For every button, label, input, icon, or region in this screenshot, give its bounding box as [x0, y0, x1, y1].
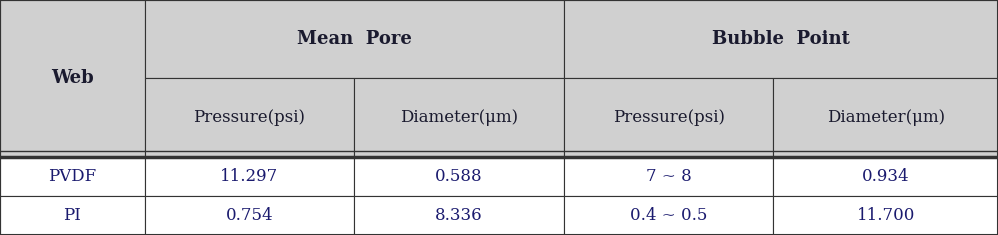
Bar — [0, 196, 145, 235]
Text: Bubble  Point: Bubble Point — [712, 30, 850, 48]
Bar — [564, 0, 998, 78]
Text: Mean  Pore: Mean Pore — [296, 30, 412, 48]
Bar — [773, 78, 998, 157]
Bar — [354, 196, 564, 235]
Text: Pressure(psi): Pressure(psi) — [613, 109, 725, 126]
Text: PVDF: PVDF — [48, 168, 97, 185]
Bar — [564, 78, 773, 157]
Bar — [145, 78, 354, 157]
Text: 0.4 ~ 0.5: 0.4 ~ 0.5 — [630, 207, 708, 224]
Text: Diameter(μm): Diameter(μm) — [826, 109, 945, 126]
Bar — [564, 157, 773, 196]
Bar — [564, 196, 773, 235]
Bar — [773, 157, 998, 196]
Text: 0.934: 0.934 — [862, 168, 909, 185]
Bar — [0, 0, 145, 157]
Bar — [0, 157, 145, 196]
Text: Web: Web — [51, 69, 94, 87]
Text: 11.700: 11.700 — [856, 207, 915, 224]
Text: 8.336: 8.336 — [435, 207, 483, 224]
Bar — [354, 78, 564, 157]
Text: 0.754: 0.754 — [226, 207, 273, 224]
Text: PI: PI — [64, 207, 81, 224]
Text: 7 ~ 8: 7 ~ 8 — [646, 168, 692, 185]
Bar — [145, 157, 354, 196]
Text: Pressure(psi): Pressure(psi) — [194, 109, 305, 126]
Bar — [354, 157, 564, 196]
Bar — [145, 0, 564, 78]
Bar — [145, 196, 354, 235]
Bar — [773, 196, 998, 235]
Text: 11.297: 11.297 — [221, 168, 278, 185]
Text: 0.588: 0.588 — [435, 168, 483, 185]
Text: Diameter(μm): Diameter(μm) — [400, 109, 518, 126]
